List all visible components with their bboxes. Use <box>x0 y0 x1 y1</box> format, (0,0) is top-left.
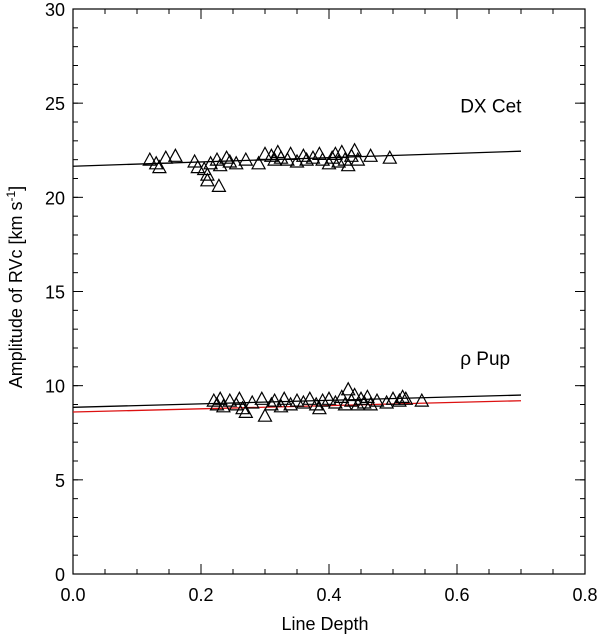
y-axis-label-end: ] <box>6 186 26 191</box>
triangle-marker <box>315 151 331 166</box>
triangle-marker <box>299 151 315 166</box>
triangle-marker <box>238 404 254 418</box>
y-tick-label: 5 <box>55 471 65 491</box>
y-tick-label: 30 <box>45 0 65 20</box>
triangle-marker <box>187 153 203 168</box>
triangle-marker <box>395 389 411 403</box>
triangle-marker <box>414 392 430 407</box>
triangle-marker <box>308 396 324 411</box>
triangle-marker <box>283 146 299 160</box>
triangle-marker <box>347 142 363 157</box>
series-annotation: ρ Pup <box>460 349 510 370</box>
triangle-marker <box>391 392 407 407</box>
triangle-marker <box>228 155 244 170</box>
triangle-marker <box>238 151 254 166</box>
triangle-marker <box>295 394 311 409</box>
axis-labels: Line Depth Amplitude of RVc [km s-1] <box>4 186 369 634</box>
triangle-marker <box>331 153 347 168</box>
triangle-marker <box>219 149 235 164</box>
triangle-marker <box>369 392 385 407</box>
y-axis-label-superscript: -1 <box>4 190 18 201</box>
fit-line <box>72 394 522 408</box>
triangle-marker <box>212 391 228 405</box>
plot-border <box>72 8 586 575</box>
triangle-marker <box>199 172 215 187</box>
triangle-marker <box>222 392 238 407</box>
y-tick-label: 20 <box>45 188 65 208</box>
triangle-marker <box>251 155 267 170</box>
triangle-marker <box>311 400 327 415</box>
triangle-marker <box>211 178 227 192</box>
triangle-marker <box>334 389 350 403</box>
triangle-marker <box>363 396 379 411</box>
triangle-marker <box>203 155 219 170</box>
x-tick-label: 0.2 <box>188 585 213 605</box>
x-axis-label: Line Depth <box>281 614 368 634</box>
triangle-marker <box>142 151 158 166</box>
triangle-marker <box>151 159 167 174</box>
triangle-marker <box>263 148 279 162</box>
triangle-marker <box>302 391 318 405</box>
y-tick-label: 0 <box>55 565 65 585</box>
triangle-marker <box>334 144 350 159</box>
y-axis-label-main: Amplitude of RVc [km s <box>6 201 26 388</box>
plot-frame <box>72 8 586 575</box>
triangle-marker <box>327 146 343 160</box>
triangle-marker <box>289 392 305 407</box>
series-annotation: DX Cet <box>460 97 522 118</box>
triangle-marker <box>315 392 331 407</box>
triangle-marker <box>267 151 283 166</box>
y-tick-label: 15 <box>45 283 65 303</box>
triangle-marker <box>347 387 363 402</box>
triangle-marker <box>379 394 395 409</box>
y-tick-label: 25 <box>45 94 65 114</box>
triangle-marker <box>359 389 375 403</box>
triangle-marker <box>199 166 215 181</box>
triangle-marker <box>257 407 273 422</box>
triangle-marker <box>190 159 206 174</box>
triangle-marker <box>305 149 321 164</box>
triangle-marker <box>222 153 238 168</box>
x-tick-label: 0.4 <box>316 585 341 605</box>
fit-lines <box>72 150 522 413</box>
x-tick-label: 0.0 <box>60 585 85 605</box>
annotations: DX Cet ρ Pup <box>460 97 522 370</box>
triangle-marker <box>273 149 289 164</box>
triangle-marker <box>363 148 379 162</box>
triangle-marker <box>167 148 183 162</box>
triangle-marker <box>257 146 273 160</box>
data-markers <box>142 142 430 422</box>
triangle-marker <box>263 396 279 411</box>
axis-ticks: 0.0 0.2 0.4 0.6 0.8 0 5 10 15 20 25 30 <box>45 0 598 605</box>
x-tick-label: 0.8 <box>572 585 597 605</box>
triangle-marker <box>254 391 270 405</box>
triangle-marker <box>276 391 292 405</box>
triangle-marker <box>273 398 289 413</box>
triangle-marker <box>340 381 356 396</box>
triangle-marker <box>295 148 311 162</box>
triangle-marker <box>206 392 222 407</box>
y-tick-label: 10 <box>45 377 65 397</box>
triangle-marker <box>158 149 174 164</box>
triangle-marker <box>212 157 228 172</box>
triangle-marker <box>382 149 398 164</box>
triangle-marker <box>283 396 299 411</box>
x-tick-label: 0.6 <box>444 585 469 605</box>
triangle-marker <box>231 391 247 405</box>
triangle-marker <box>353 391 369 405</box>
triangle-marker <box>321 391 337 405</box>
y-axis-label: Amplitude of RVc [km s-1] <box>4 186 26 388</box>
triangle-marker <box>244 394 260 409</box>
triangle-marker <box>267 392 283 407</box>
triangle-marker <box>385 391 401 405</box>
triangle-marker <box>350 151 366 166</box>
triangle-marker <box>398 391 414 405</box>
triangle-marker <box>337 396 353 411</box>
